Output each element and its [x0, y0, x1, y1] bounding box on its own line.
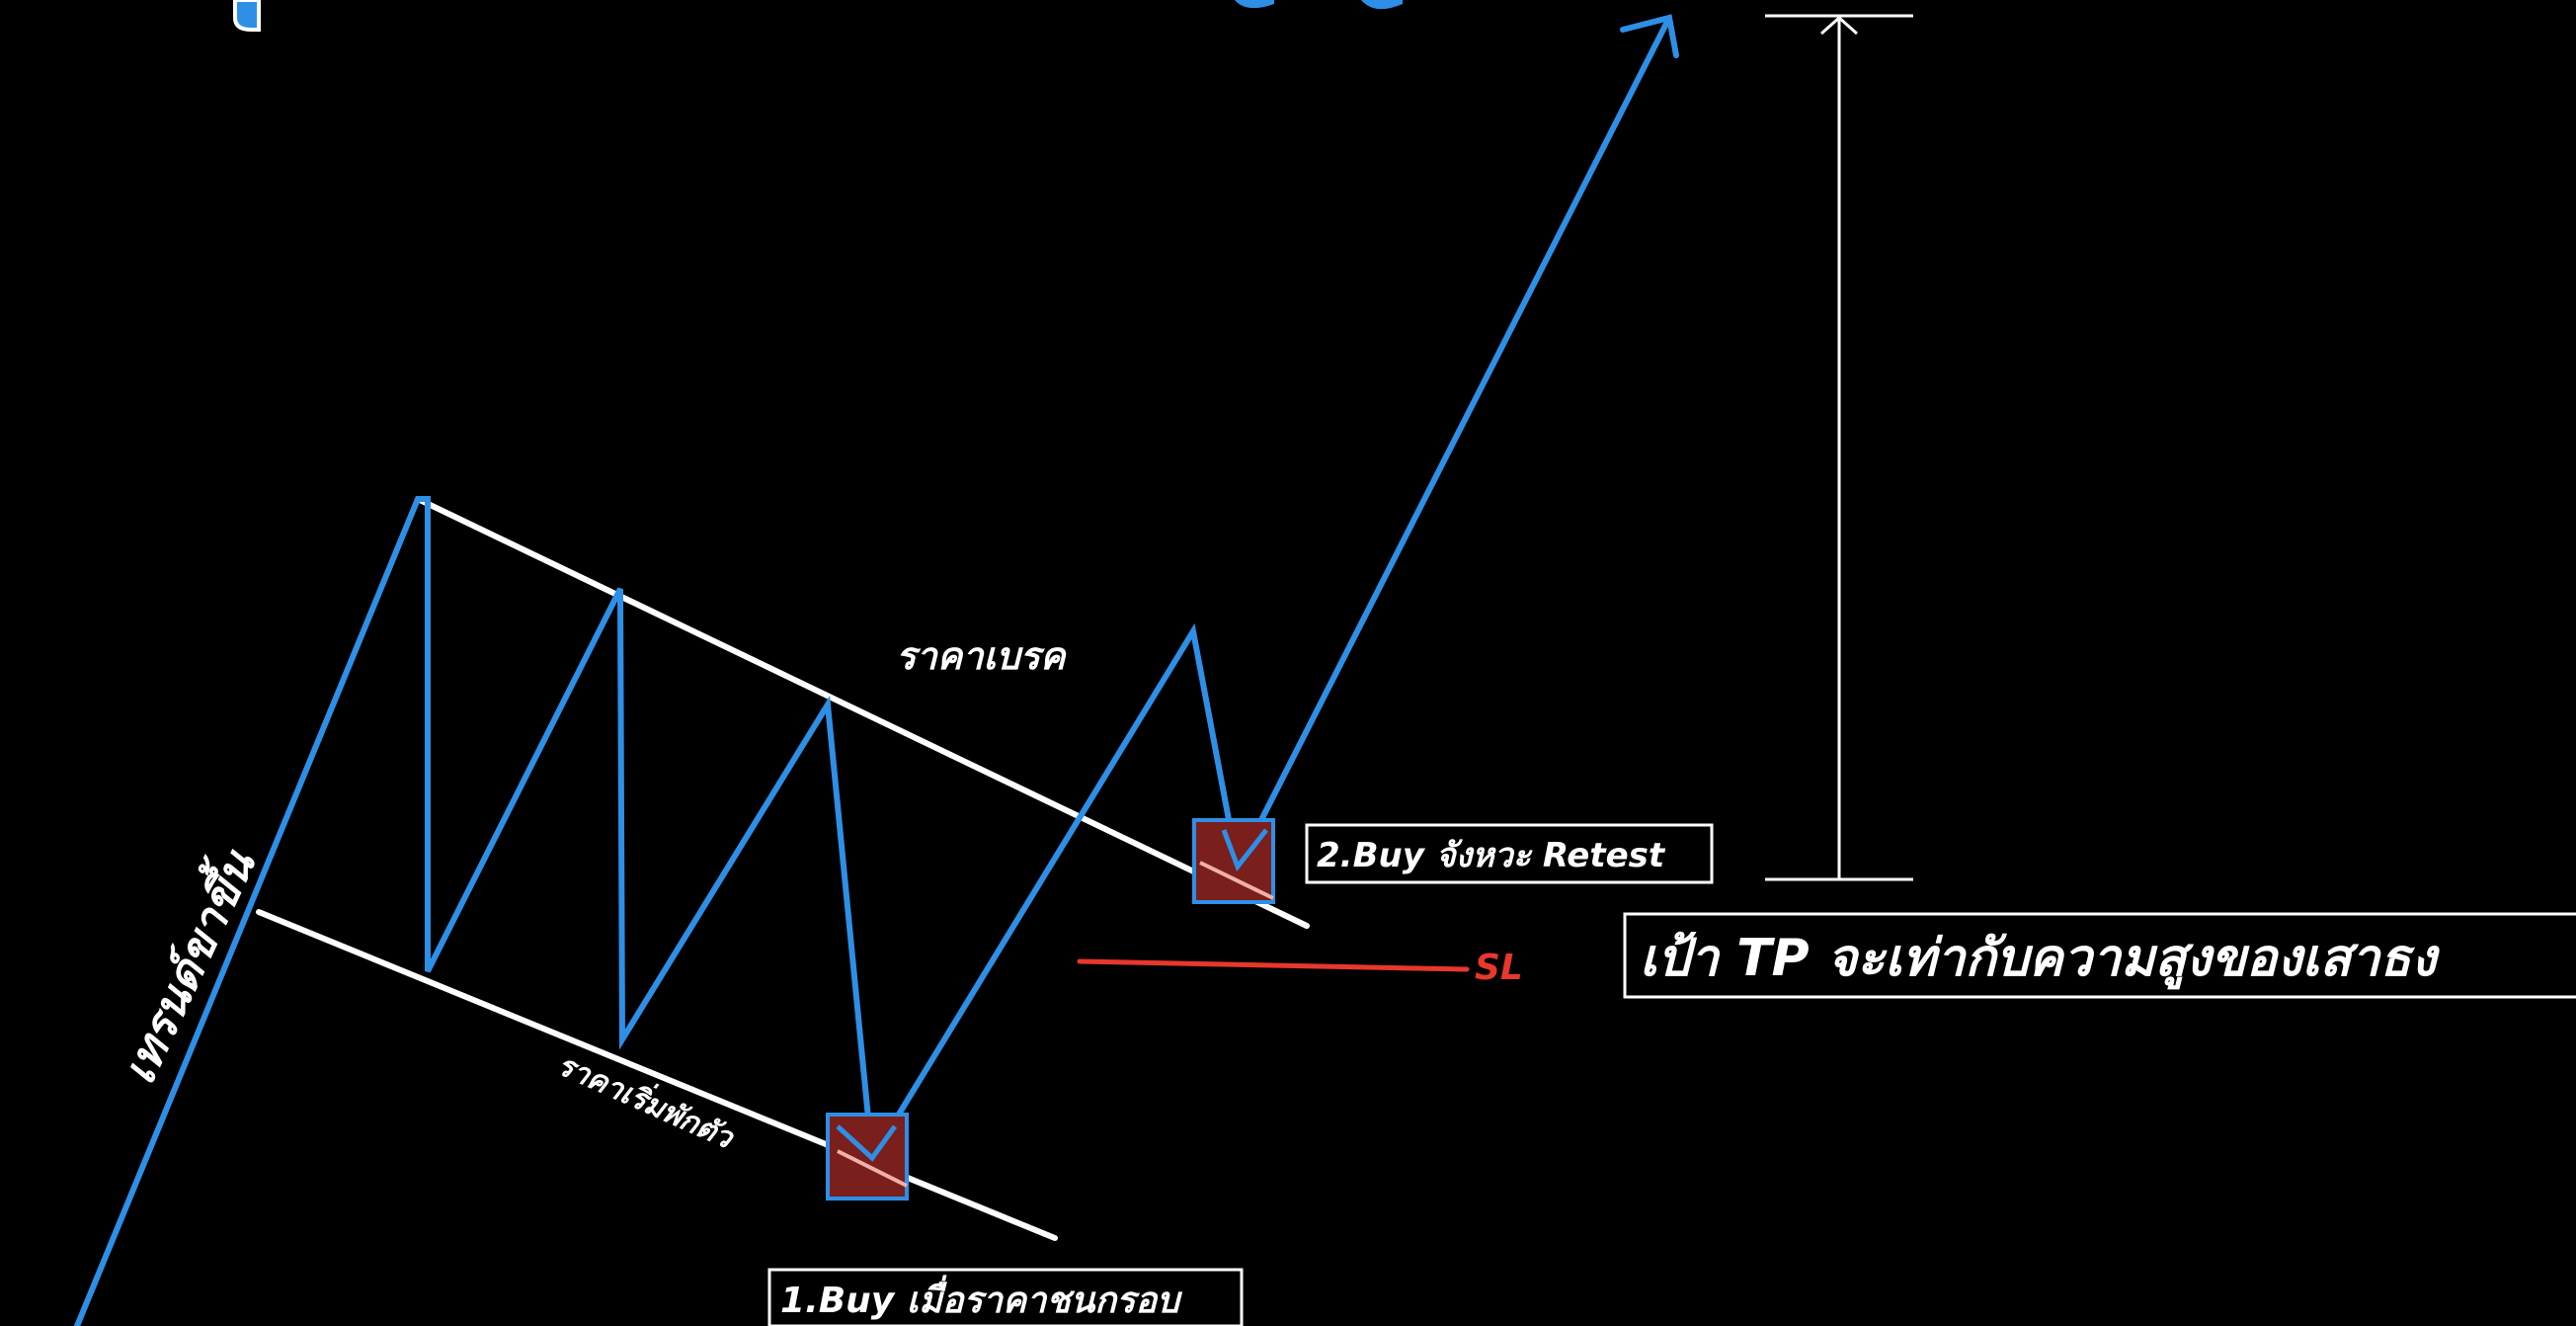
uptrend-label: เทรนด์ขาขึ้น — [106, 838, 267, 1092]
double-arrow-vertical-icon — [1765, 14, 1913, 881]
arrow-up-icon — [1620, 14, 1679, 58]
buy2-label-box: 2.Buy จังหวะ Retest — [1305, 823, 1714, 884]
stop-loss-label: SL — [1475, 948, 1523, 988]
buy1-label: 1.Buy เมื่อราคาชนกรอบ — [780, 1275, 1182, 1321]
target-label: เป้า TP จะเท่ากับความสูงของเสาธง — [1640, 929, 2440, 990]
breakout-label: ราคาเบรค — [896, 634, 1067, 678]
buy2-label: 2.Buy จังหวะ Retest — [1317, 836, 1666, 875]
entry-box-2 — [1192, 818, 1275, 904]
entry-box-1 — [826, 1113, 909, 1201]
price-path — [74, 15, 1672, 1326]
cropped-title — [233, 0, 1403, 32]
channel-upper-line — [415, 496, 1310, 929]
stop-loss-line — [1077, 958, 1470, 972]
buy1-label-box: 1.Buy เมื่อราคาชนกรอบ — [767, 1268, 1244, 1326]
channel-lower-line — [256, 909, 1058, 1241]
target-label-box: เป้า TP จะเท่ากับความสูงของเสาธง — [1623, 912, 2576, 999]
